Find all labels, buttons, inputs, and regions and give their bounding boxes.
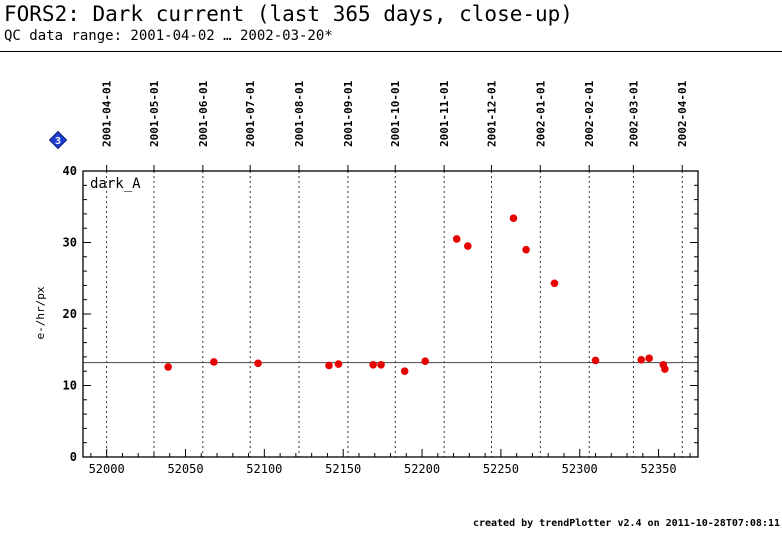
data-range-subtitle: QC data range: 2001-04-02 … 2002-03-20*	[4, 28, 333, 44]
data-point	[509, 214, 518, 222]
data-point	[452, 235, 461, 243]
date-tick-label: 2002-04-01	[676, 80, 689, 147]
y-tick-label: 20	[63, 307, 77, 321]
y-axis-label: e-/hr/px	[34, 286, 47, 339]
date-tick-label: 2001-12-01	[485, 80, 498, 147]
date-tick-label: 2001-04-01	[101, 80, 114, 147]
page-title: FORS2: Dark current (last 365 days, clos…	[4, 2, 573, 26]
x-tick-label: 52200	[404, 462, 440, 476]
data-point	[591, 356, 600, 365]
badge-icon: 3	[48, 130, 68, 150]
data-point	[377, 360, 385, 369]
data-points	[164, 214, 669, 376]
date-tick-label: 2001-05-01	[148, 80, 161, 147]
data-point	[400, 367, 409, 376]
date-tick-label: 2001-08-01	[293, 80, 306, 147]
data-point	[637, 355, 646, 364]
data-point	[421, 357, 429, 365]
date-tick-label: 2001-06-01	[197, 80, 210, 147]
x-tick-label: 52350	[641, 462, 677, 476]
y-tick-label: 30	[63, 236, 77, 250]
data-point	[210, 358, 218, 366]
badge-label: 3	[55, 136, 61, 147]
date-tick-label: 2001-11-01	[438, 80, 451, 147]
date-tick-label: 2002-02-01	[583, 80, 596, 147]
data-point	[661, 365, 669, 373]
y-tick-label: 40	[63, 164, 77, 178]
data-point	[254, 359, 262, 368]
header-divider	[0, 51, 782, 52]
x-tick-label: 52050	[167, 462, 203, 476]
footer-credit: created by trendPlotter v2.4 on 2011-10-…	[472, 518, 780, 529]
data-point	[522, 245, 530, 254]
x-tick-label: 52150	[325, 462, 361, 476]
date-tick-label: 2001-10-01	[389, 80, 402, 147]
x-tick-label: 52100	[246, 462, 282, 476]
y-tick-label: 10	[63, 379, 77, 393]
x-tick-label: 52000	[89, 462, 125, 476]
data-point	[645, 354, 653, 363]
axis-ticks	[83, 165, 698, 458]
x-tick-label: 52250	[483, 462, 519, 476]
date-tick-labels: 2001-04-01 2001-05-01 2001-06-01 2001-07-01…	[101, 80, 690, 147]
x-tick-labels: 52000 52050 52100 52150 52200 52250 52300 52350	[89, 462, 677, 476]
data-point	[164, 363, 172, 371]
y-tick-label: 0	[70, 450, 77, 464]
data-point	[550, 279, 559, 288]
data-point	[325, 361, 333, 370]
date-tick-label: 2002-03-01	[627, 80, 640, 147]
date-gridlines	[106, 171, 683, 457]
data-point	[369, 360, 377, 369]
x-tick-label: 52300	[562, 462, 598, 476]
data-point	[463, 242, 472, 250]
date-tick-label: 2001-07-01	[244, 80, 257, 147]
data-point	[334, 360, 343, 368]
date-tick-label: 2002-01-01	[534, 80, 547, 147]
y-tick-labels: 0 10 20 30 40	[63, 164, 77, 464]
plot-frame	[82, 170, 699, 458]
panel-label: dark_A	[90, 176, 141, 192]
date-tick-label: 2001-09-01	[342, 80, 355, 147]
